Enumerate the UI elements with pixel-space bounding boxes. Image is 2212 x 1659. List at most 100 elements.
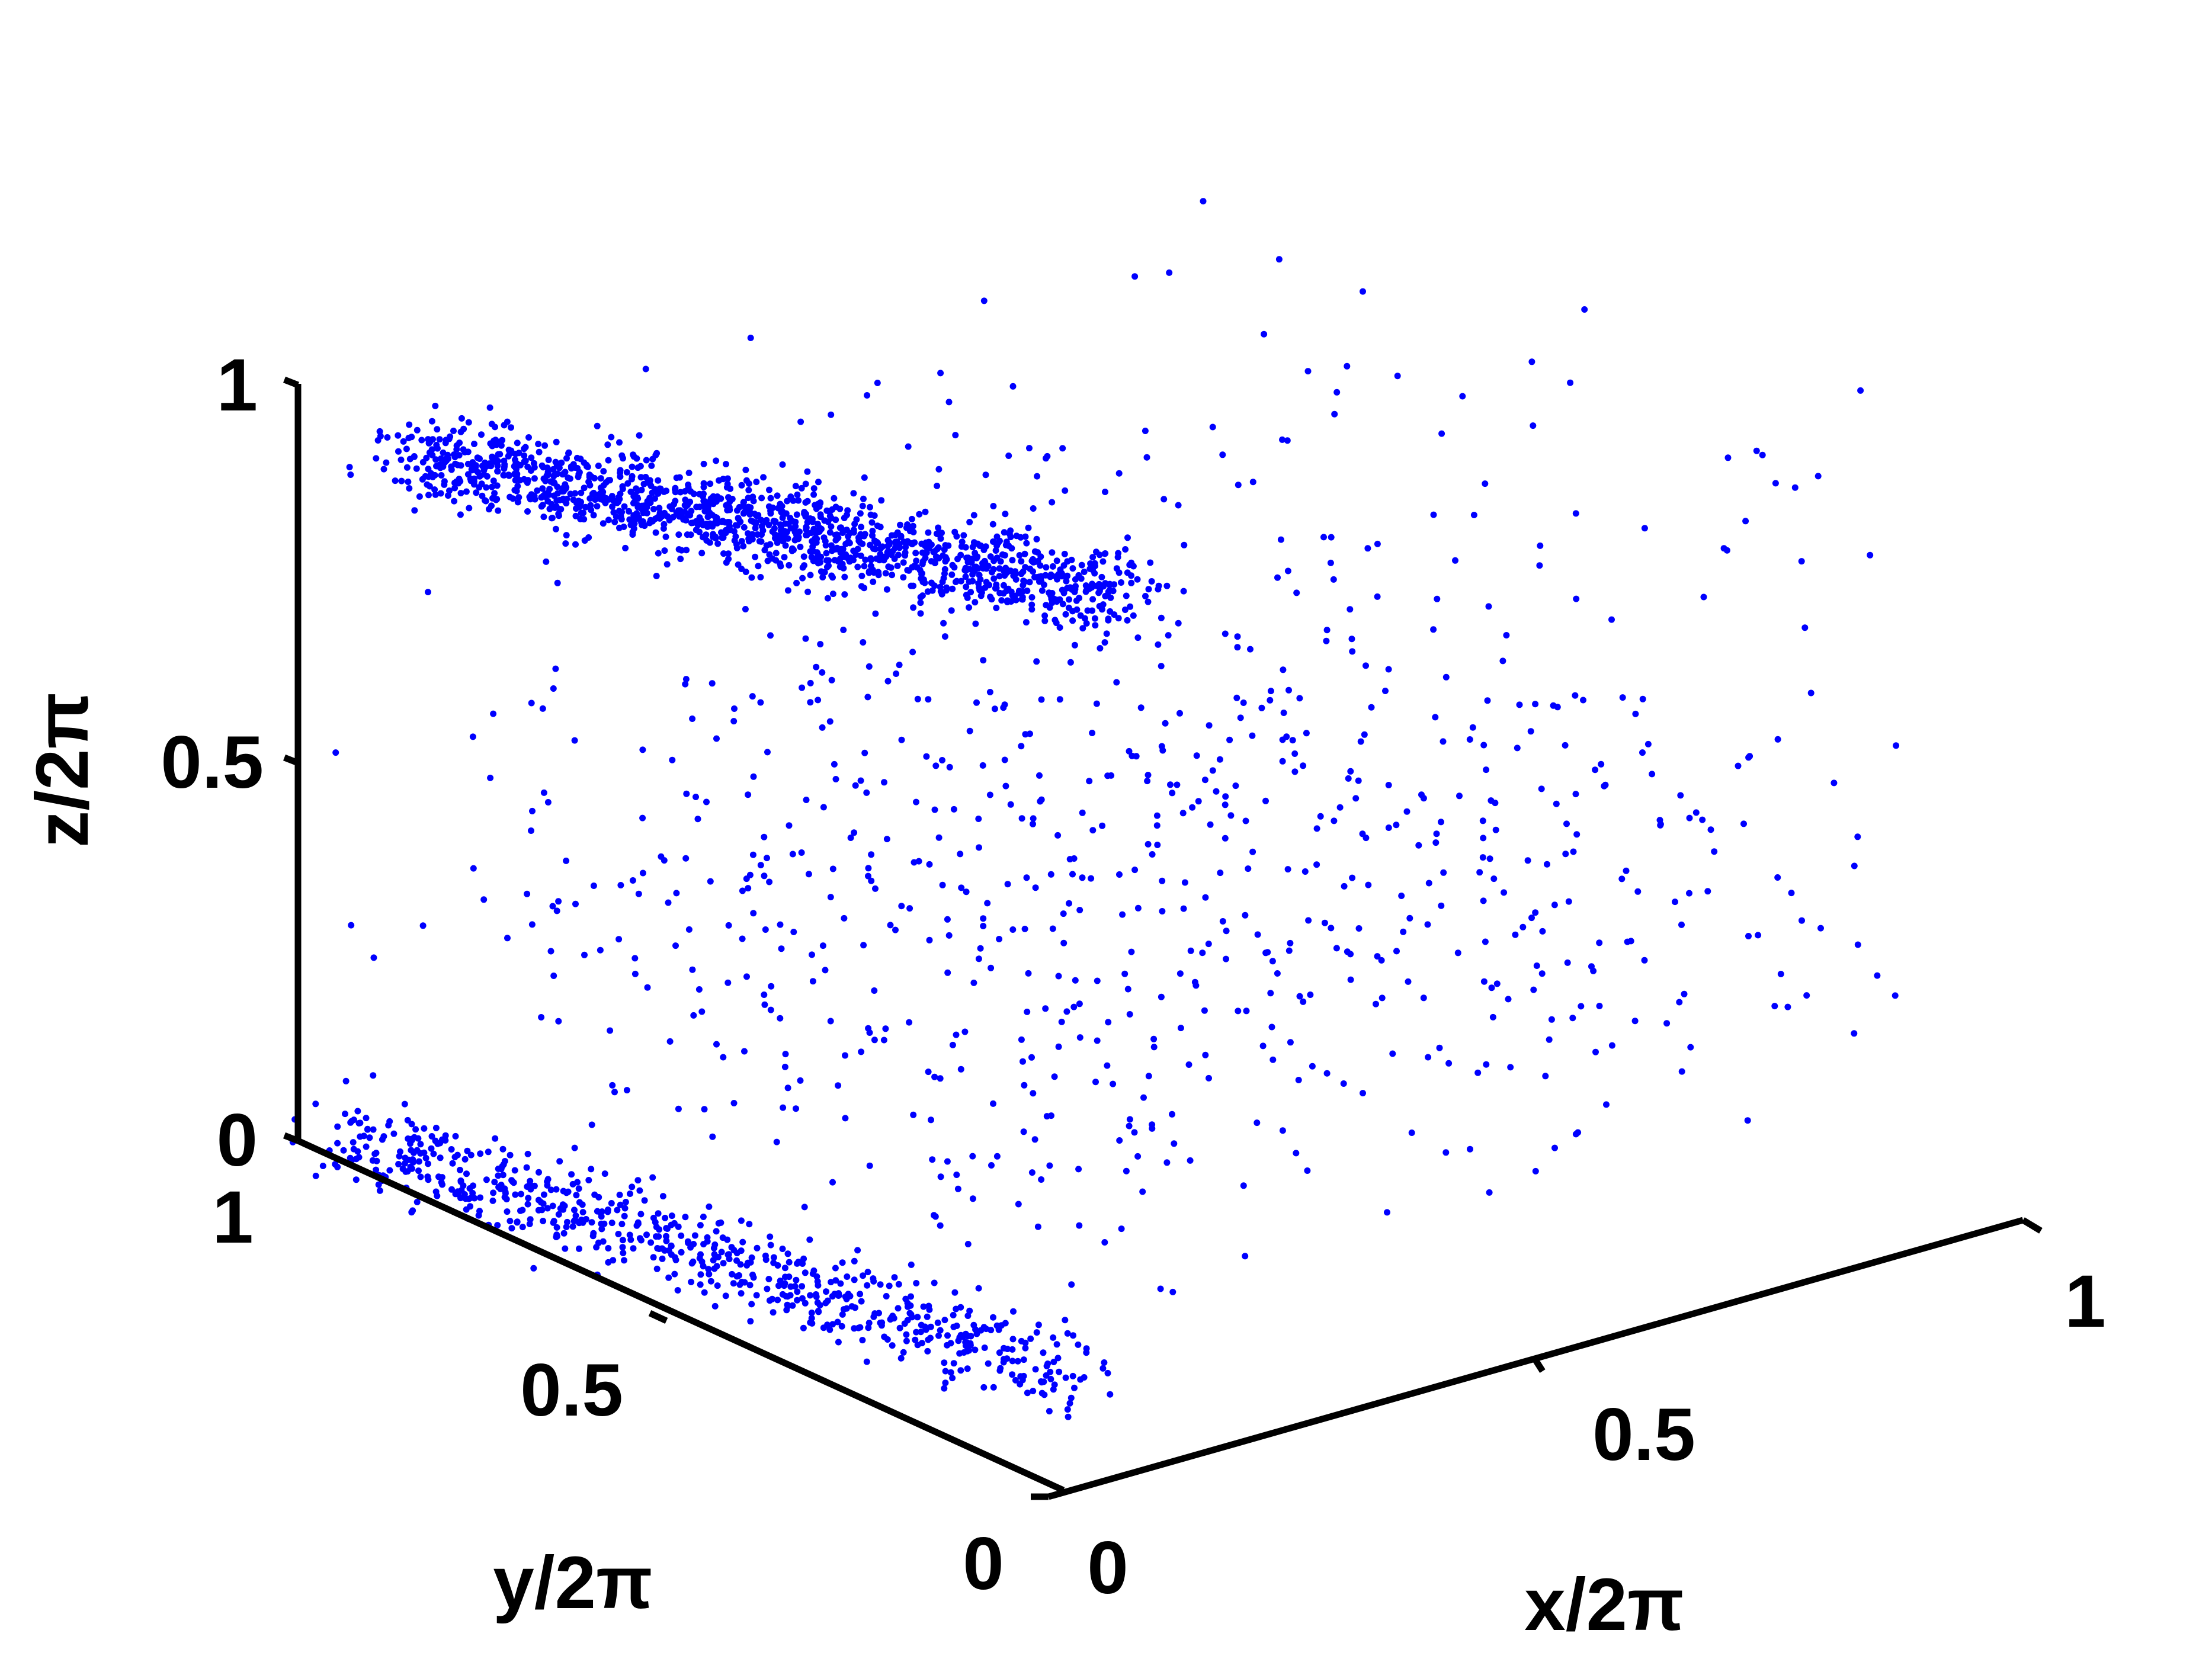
data-point-0-329	[696, 528, 703, 535]
data-point-3-2899	[543, 558, 550, 565]
data-point-2-2738	[1079, 874, 1086, 881]
data-point-1-1796	[770, 1259, 777, 1266]
data-point-3-2876	[747, 335, 754, 341]
data-point-1-1508	[379, 1136, 386, 1143]
data-point-2-2238	[555, 898, 562, 905]
data-point-2-2511	[1486, 1189, 1493, 1196]
data-point-1-1745	[975, 1285, 982, 1292]
data-point-2-2193	[1349, 648, 1356, 655]
data-point-1-1924	[747, 1318, 754, 1325]
data-point-0-314	[1078, 561, 1085, 569]
data-point-0-988	[877, 545, 884, 552]
data-point-2-2630	[1474, 1069, 1482, 1076]
data-point-0-243	[622, 544, 629, 551]
data-point-1-1546	[485, 1148, 492, 1156]
data-point-3-2858	[864, 392, 871, 399]
data-point-0-975	[506, 493, 514, 500]
data-point-2-2410	[1374, 953, 1381, 960]
data-point-0-1281	[577, 455, 584, 463]
data-point-1-1975	[909, 1314, 915, 1321]
data-point-2-2390	[1285, 686, 1292, 694]
data-point-3-2803	[1304, 368, 1312, 375]
data-point-2-2602	[1140, 1094, 1147, 1101]
data-point-2-2434	[1851, 862, 1858, 869]
data-point-2-2711	[1467, 1145, 1473, 1153]
data-point-0-1395	[766, 486, 772, 493]
data-point-2-2447	[1309, 1063, 1316, 1070]
data-point-2-2533	[1092, 1079, 1099, 1086]
data-point-2-2164	[1313, 825, 1320, 832]
data-point-2-2623	[1519, 923, 1527, 930]
data-point-2-2625	[1277, 536, 1284, 543]
data-point-1-1625	[895, 1305, 902, 1312]
data-point-2-2719	[1430, 626, 1437, 633]
data-point-2-2585	[1528, 914, 1535, 922]
data-point-0-819	[1082, 582, 1089, 589]
data-point-0-469	[465, 419, 472, 426]
data-point-0-1160	[962, 544, 969, 551]
data-point-1-1469	[334, 1140, 341, 1147]
data-point-2-2326	[1222, 793, 1229, 800]
data-point-2-2600	[766, 878, 773, 885]
data-point-2-2282	[1193, 752, 1200, 759]
data-point-1-1482	[972, 1346, 979, 1353]
data-point-2-2741	[709, 1133, 716, 1140]
y-tick-label-0: 0	[963, 1523, 1004, 1605]
data-point-3-2849	[1363, 662, 1369, 669]
data-point-2-2417	[1116, 871, 1123, 878]
data-point-0-1335	[479, 492, 486, 499]
data-point-3-2794	[742, 606, 749, 612]
data-point-2-2730	[1360, 1090, 1366, 1097]
data-point-2-2631	[829, 591, 836, 598]
data-point-0-1103	[860, 495, 867, 502]
data-point-2-2202	[1036, 772, 1043, 779]
data-point-0-1158	[464, 460, 472, 467]
data-point-1-1706	[519, 1224, 526, 1231]
data-point-0-660	[786, 561, 793, 569]
data-point-2-2265	[1262, 949, 1270, 957]
data-point-2-2441	[1171, 1140, 1178, 1147]
data-point-1-1945	[925, 1336, 932, 1343]
data-point-0-951	[682, 516, 690, 524]
data-point-2-2243	[639, 814, 646, 822]
data-point-1-2009	[1107, 1391, 1114, 1398]
data-point-0-573	[878, 497, 885, 504]
x-tick-0.5	[1531, 1356, 1546, 1373]
data-point-2-2479	[1507, 1064, 1514, 1071]
data-point-1-2097	[807, 1319, 814, 1326]
data-point-1-1569	[730, 1280, 737, 1287]
data-point-1-1936	[467, 1151, 475, 1159]
data-point-0-1248	[493, 441, 500, 448]
data-point-2-2554	[858, 1048, 865, 1055]
data-point-0-1141	[859, 502, 866, 509]
data-point-0-1265	[988, 596, 995, 603]
data-point-2-2317	[868, 851, 875, 858]
data-point-0-122	[1053, 557, 1060, 564]
x-axis-title: x/2π	[1524, 1564, 1684, 1646]
data-point-2-2233	[745, 791, 752, 798]
data-point-1-1950	[595, 1193, 602, 1201]
data-point-2-2246	[1287, 939, 1294, 946]
data-point-3-2898	[1348, 636, 1355, 643]
data-point-0-1115	[685, 484, 692, 491]
data-point-2-2662	[552, 665, 559, 672]
data-point-3-2895	[1720, 545, 1727, 552]
data-point-1-1676	[917, 1329, 924, 1336]
data-point-0-1390	[800, 553, 807, 560]
data-point-2-2406	[1165, 632, 1172, 639]
data-point-0-1312	[885, 563, 892, 570]
data-point-0-1155	[777, 527, 784, 534]
data-point-0-740	[972, 550, 979, 557]
data-point-1-2056	[878, 1322, 885, 1329]
data-point-0-1313	[900, 559, 907, 566]
data-point-2-2344	[1711, 848, 1718, 855]
data-point-1-1836	[814, 1299, 821, 1306]
data-point-0-521	[457, 462, 464, 469]
data-point-0-974	[610, 509, 617, 516]
data-point-3-2833	[1418, 791, 1425, 798]
data-point-1-1923	[947, 1340, 954, 1347]
data-point-2-2348	[1069, 617, 1076, 624]
data-point-2-2624	[1692, 809, 1700, 816]
data-point-2-2487	[1030, 820, 1036, 827]
data-point-1-1927	[713, 1263, 720, 1270]
